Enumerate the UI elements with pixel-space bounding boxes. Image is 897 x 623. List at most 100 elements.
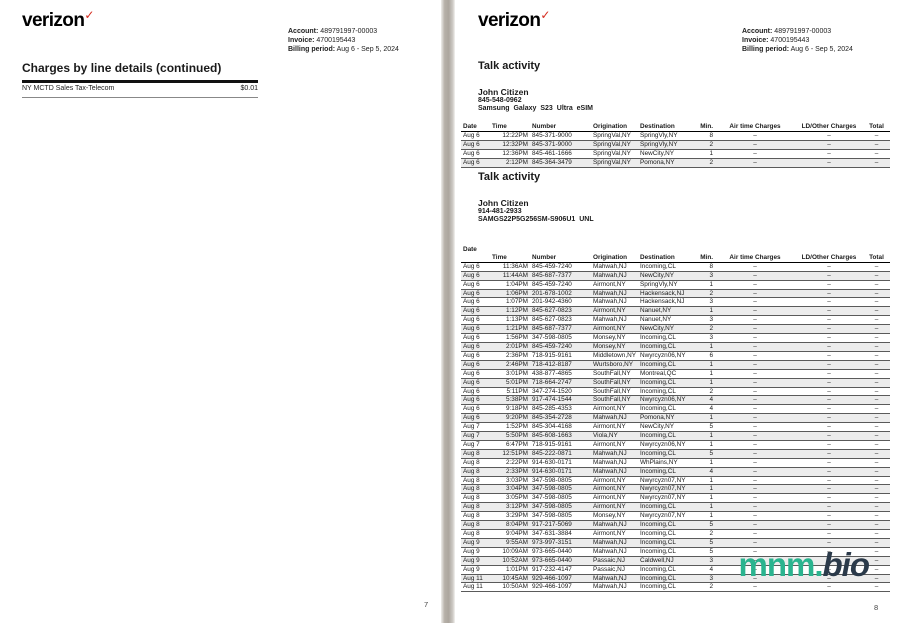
table-cell: – [874,334,879,342]
column-header: LD/Other Charges [795,253,863,263]
table-cell: 4 [709,396,713,404]
table-cell: 929-466-1097 [532,574,572,582]
table-cell: 3 [709,316,713,324]
table-cell: – [827,271,831,279]
table-cell: 2 [709,387,713,395]
table-cell: – [753,396,757,404]
table-cell: – [753,158,757,166]
column-header: Total [863,123,890,132]
table-cell: SpringVly,NY [640,131,678,139]
table-cell: – [827,131,831,139]
table-cell: Montreal,QC [640,369,677,377]
table-cell: – [827,449,831,457]
account-number: 489791997-00003 [320,28,378,35]
table-cell: Aug 8 [463,512,480,520]
table-cell: – [753,423,757,431]
table-cell: 5 [709,449,713,457]
table-cell: – [753,334,757,342]
table-cell: Mahwah,NJ [593,262,627,270]
table-cell: 914-630-0171 [532,458,572,466]
bill-page-8: verizon✓ Account: 489791997-00003 Invoic… [455,0,897,623]
table-cell: – [753,440,757,448]
table-cell: – [827,158,831,166]
table-cell: Aug 6 [463,298,480,306]
table-cell: 5:38PM [505,396,528,404]
column-header: Min. [695,253,715,263]
table-cell: Nwyrcyzn07,NY [640,512,686,520]
table-cell: 1:12PM [505,307,528,315]
column-header: Time [490,253,530,263]
table-cell: Mahwah,NJ [593,298,627,306]
mnm-bio-watermark: mnm.bio [739,548,871,582]
column-header: Time [490,123,530,132]
table-cell: Mahwah,NJ [593,583,627,591]
table-cell: – [827,547,831,555]
table-cell: 5:50PM [505,432,528,440]
table-row: Aug 6 12:36PM 845-461-1666 SpringVal,NY NewC… [461,149,890,159]
table-cell: Hackensack,NJ [640,298,685,306]
table-cell: 973-665-0440 [532,556,572,564]
table-cell: – [827,467,831,475]
table-row: Aug 6 12:32PM 845-371-9000 SpringVal,NY Spri… [461,140,890,150]
table-cell: – [827,485,831,493]
table-cell: 845-371-9000 [532,131,572,139]
table-row: Aug 6 1:04PM 845-459-7240 Airmont,NY SpringV… [461,280,890,290]
table-cell: Airmont,NY [593,440,626,448]
table-cell: 3:01PM [505,369,528,377]
table-cell: Incoming,CL [640,360,676,368]
billing-period-label: Billing period: [742,46,790,53]
table-cell: 347-598-0805 [532,512,572,520]
table-cell: 2:22PM [505,458,528,466]
table-cell: – [827,458,831,466]
table-cell: SpringVal,NY [593,131,631,139]
table-row: Aug 7 5:50PM 845-608-1663 Viola,NY Incoming,… [461,431,890,441]
table-row: Aug 8 3:03PM 347-598-0805 Airmont,NY Nwyrcyz… [461,476,890,485]
table-cell: Mahwah,NJ [593,289,627,297]
account-line: Account: 489791997-00003 [288,27,399,36]
verizon-logo: verizon✓ [478,8,550,32]
table-cell: – [827,432,831,440]
table-cell: – [874,432,879,440]
table-cell: 1:56PM [505,334,528,342]
table-cell: 5 [709,521,713,529]
table-cell: 3 [709,298,713,306]
table-row: Aug 6 1:56PM 347-598-0805 Monsey,NY Incoming… [461,334,890,343]
verizon-logo: verizon✓ [22,8,94,32]
column-header: Number [530,253,591,263]
table-cell: 845-364-3479 [532,158,572,166]
table-cell: – [827,503,831,511]
table-cell: Aug 8 [463,530,480,537]
table-cell: – [827,574,831,582]
table-cell: 6:47PM [505,440,528,448]
table-cell: Aug 8 [463,494,480,502]
table-cell: 3:03PM [505,476,528,484]
table-cell: 12:32PM [502,140,528,148]
table-cell: – [874,271,879,279]
table-cell: 845-687-7377 [532,271,572,279]
table-cell: Nwyrcyzn07,NY [640,494,686,502]
table-cell: Aug 6 [463,351,480,359]
table-cell: 5 [709,538,713,546]
table-cell: Aug 6 [463,316,480,324]
table-cell: 9:55AM [505,538,528,546]
table-row: Aug 6 9:18PM 845-285-4353 Airmont,NY Incomin… [461,405,890,414]
table-row: Aug 6 1:13PM 845-627-0823 Mahwah,NJ Nanuet,N… [461,316,890,325]
table-cell: – [874,494,879,502]
table-cell: – [827,342,831,350]
table-cell: 973-665-0440 [532,547,572,555]
table-cell: – [753,521,757,529]
table-cell: – [874,565,879,573]
table-cell: 3 [709,334,713,342]
table-cell: – [753,131,757,139]
table-cell: – [874,149,879,157]
table-cell: – [874,298,879,306]
table-cell: Incoming,CL [640,583,676,591]
table-cell: Aug 6 [463,405,480,413]
customer-block-1: John Citizen 845-548-0962 Samsung Galaxy… [478,88,593,113]
table-row: Aug 8 12:51PM 845-222-0871 Mahwah,NJ Incomin… [461,449,890,459]
table-cell: Incoming,CL [640,387,676,395]
table-row: Aug 11 10:45AM 929-466-1097 Mahwah,NJ Incomi… [461,574,890,583]
table-cell: 3:05PM [505,494,528,502]
table-cell: – [753,547,757,555]
table-cell: 347-598-0805 [532,485,572,493]
